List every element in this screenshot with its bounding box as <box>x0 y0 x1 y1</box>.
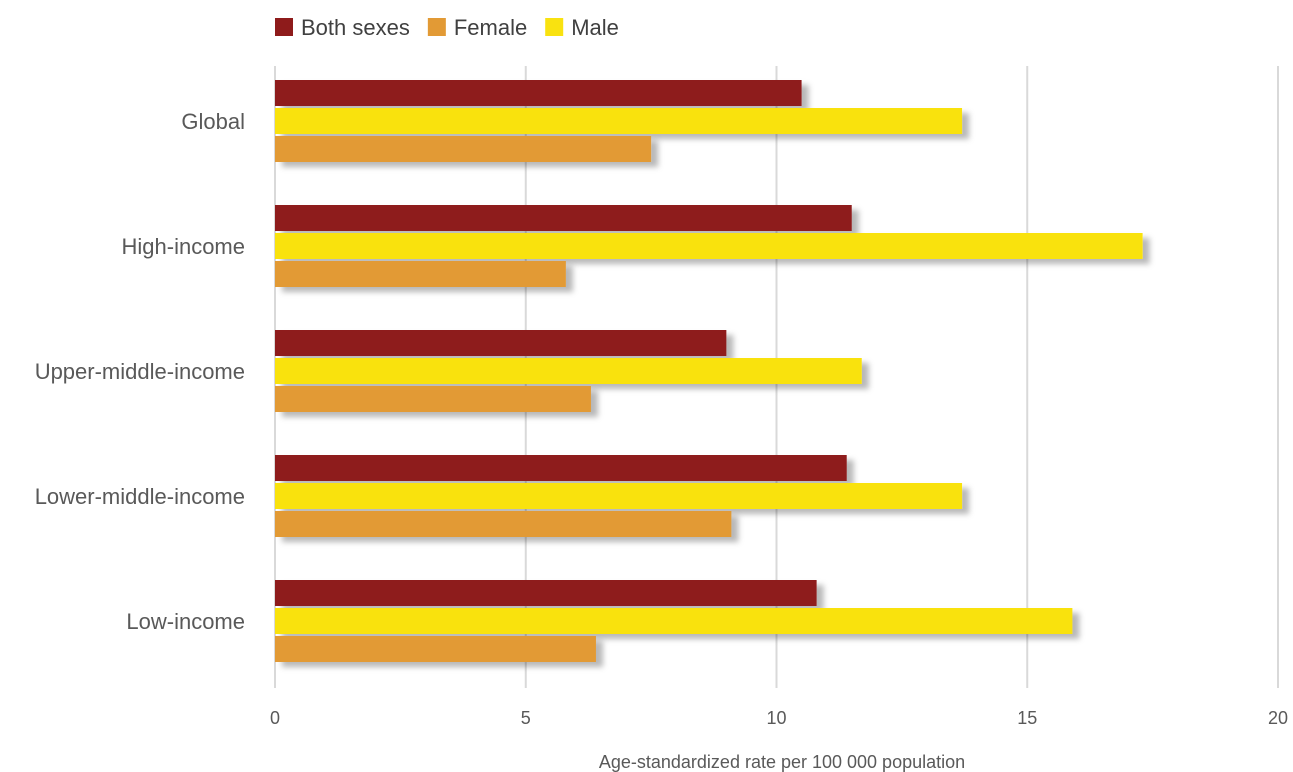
bars <box>275 80 1143 662</box>
legend-swatch-both-sexes <box>275 18 293 36</box>
category-label-upper-middle-income: Upper-middle-income <box>35 359 245 384</box>
x-tick-label-20: 20 <box>1268 708 1288 728</box>
legend-swatch-male <box>545 18 564 36</box>
bar-global-both-sexes <box>275 80 802 106</box>
bar-upper-middle-income-male <box>275 358 862 384</box>
bar-global-male <box>275 108 963 134</box>
legend-label-female: Female <box>454 15 527 40</box>
bar-high-income-female <box>275 261 566 287</box>
bar-lower-middle-income-female <box>275 511 732 537</box>
x-tick-label-5: 5 <box>521 708 531 728</box>
bar-low-income-female <box>275 636 596 662</box>
bar-upper-middle-income-both-sexes <box>275 330 727 356</box>
category-label-high-income: High-income <box>122 234 246 259</box>
bar-high-income-male <box>275 233 1143 259</box>
category-label-lower-middle-income: Lower-middle-income <box>35 484 245 509</box>
x-axis-ticks: 0 5 10 15 20 <box>270 708 1288 728</box>
legend-label-male: Male <box>571 15 619 40</box>
legend-swatch-female <box>427 18 446 36</box>
category-label-low-income: Low-income <box>126 609 245 634</box>
category-label-global: Global <box>181 109 245 134</box>
legend: Both sexes Female Male <box>275 15 619 40</box>
bar-global-female <box>275 136 652 162</box>
bar-lower-middle-income-both-sexes <box>275 455 847 481</box>
bar-high-income-both-sexes <box>275 205 852 231</box>
bar-upper-middle-income-female <box>275 386 591 412</box>
bar-low-income-male <box>275 608 1073 634</box>
x-axis-title: Age-standardized rate per 100 000 popula… <box>599 752 965 772</box>
legend-label-both-sexes: Both sexes <box>301 15 410 40</box>
x-tick-label-0: 0 <box>270 708 280 728</box>
x-tick-label-15: 15 <box>1017 708 1037 728</box>
bar-low-income-both-sexes <box>275 580 817 606</box>
x-tick-label-10: 10 <box>766 708 786 728</box>
category-labels: Global High-income Upper-middle-income Lowe… <box>35 109 245 634</box>
bar-lower-middle-income-male <box>275 483 963 509</box>
